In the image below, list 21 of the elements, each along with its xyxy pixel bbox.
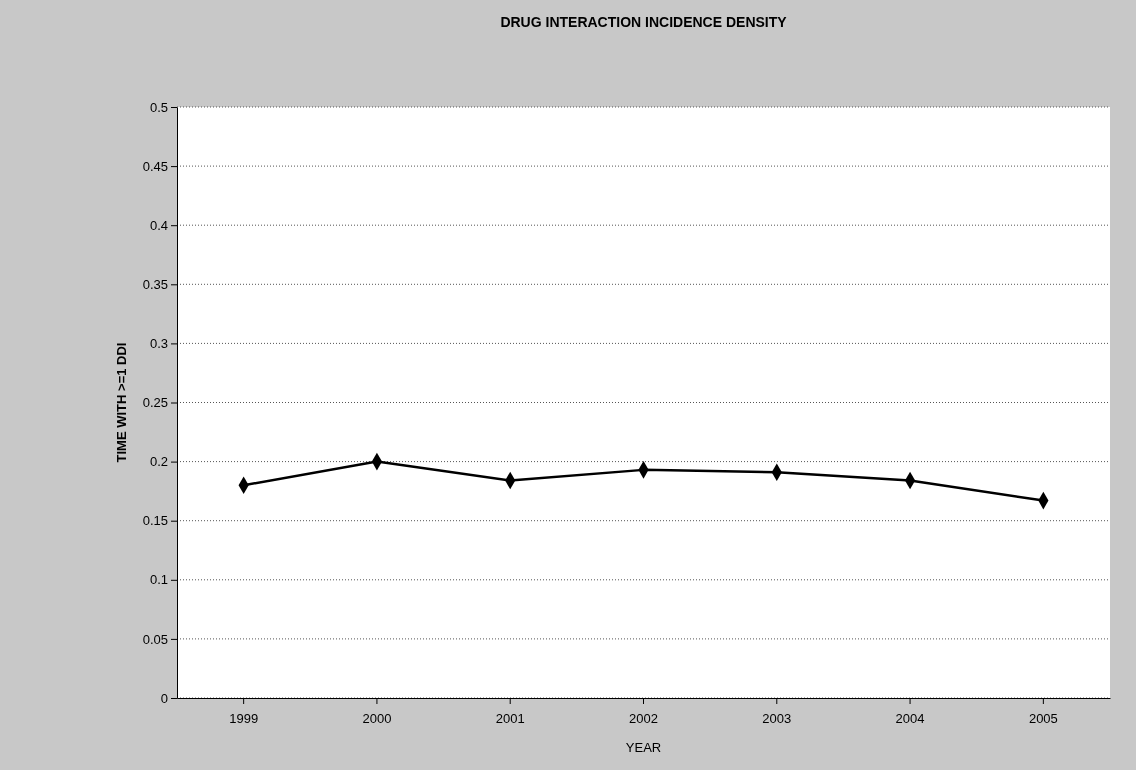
y-tick-label: 0.4 bbox=[149, 217, 168, 233]
x-tick-label: 2005 bbox=[1028, 710, 1058, 726]
x-tick-label: 2001 bbox=[495, 710, 525, 726]
y-tick-label: 0.3 bbox=[149, 336, 168, 352]
x-tick-label: 2002 bbox=[629, 710, 658, 726]
y-tick-label: 0.35 bbox=[142, 276, 168, 292]
y-tick-label: 0.2 bbox=[149, 454, 168, 470]
x-tick-label: 2000 bbox=[362, 710, 392, 726]
x-tick-label: 2004 bbox=[895, 710, 925, 726]
y-tick-label: 0 bbox=[160, 690, 168, 706]
x-tick-label: 2003 bbox=[762, 710, 792, 726]
y-tick-label: 0.5 bbox=[149, 99, 168, 115]
y-tick-label: 0.45 bbox=[142, 158, 168, 174]
x-axis-title: YEAR bbox=[625, 740, 662, 755]
y-tick-label: 0.25 bbox=[142, 395, 168, 411]
x-tick-label: 1999 bbox=[229, 710, 259, 726]
y-tick-label: 0.1 bbox=[149, 572, 168, 588]
chart-title: DRUG INTERACTION INCIDENCE DENSITY bbox=[500, 14, 788, 30]
y-tick-label: 0.15 bbox=[142, 513, 168, 529]
y-axis-title: TIME WITH >=1 DDI bbox=[114, 342, 129, 463]
y-tick-label: 0.05 bbox=[142, 631, 168, 647]
